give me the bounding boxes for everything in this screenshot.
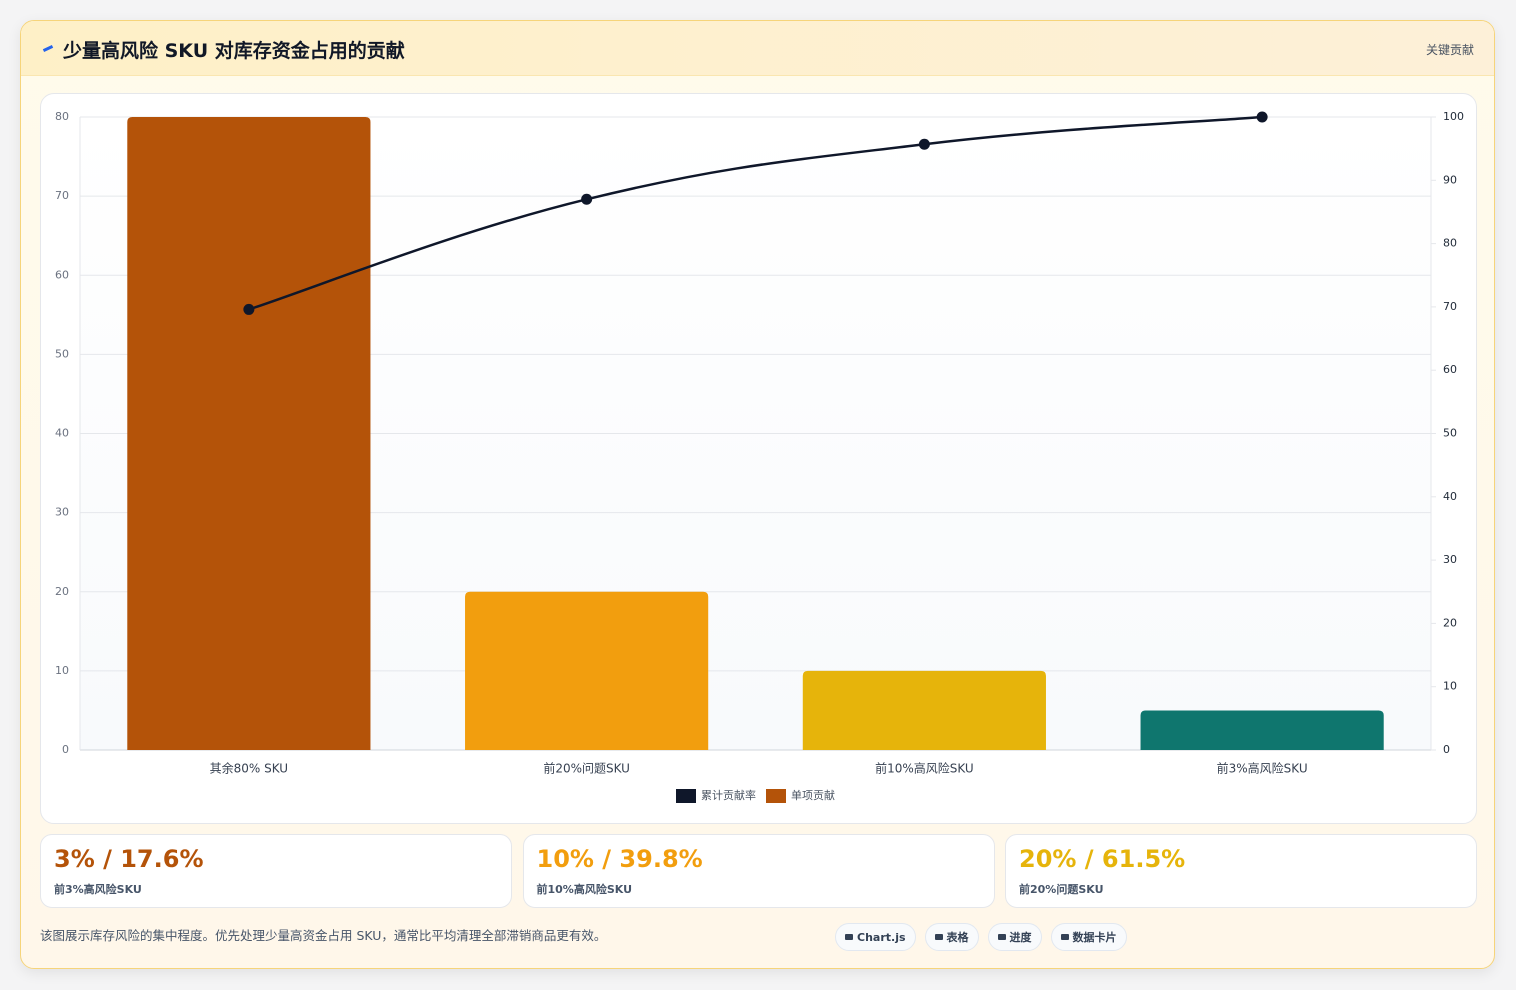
y2-tick-label: 60: [1443, 363, 1457, 376]
button-label: 进度: [1009, 931, 1032, 944]
bar: [465, 591, 709, 750]
stat-label: 前3%高风险SKU: [54, 883, 142, 896]
view-buttons: Chart.js 表格 进度 数据卡片: [835, 923, 1127, 951]
y-tick-label: 40: [55, 427, 69, 440]
x-tick-label: 其余80% SKU: [210, 761, 288, 776]
y2-tick-label: 0: [1443, 743, 1450, 756]
legend-item: 单项贡献: [766, 788, 835, 803]
legend-swatch: [676, 789, 696, 803]
legend: 累计贡献率 单项贡献: [676, 788, 835, 803]
bar: [127, 117, 371, 750]
x-tick-label: 前10%高风险SKU: [875, 761, 974, 776]
line: [248, 115, 1263, 311]
badge: 关键贡献: [1425, 43, 1474, 57]
y-tick-label: 0: [62, 743, 69, 756]
x-tick-label: 前20%问题SKU: [543, 761, 630, 776]
button-label: 数据卡片: [1072, 931, 1117, 944]
y-tick-label: 20: [55, 585, 69, 598]
footer-note: 该图展示库存风险的集中程度。优先处理少量高资金占用 SKU，通常比平均清理全部滞…: [40, 928, 607, 943]
stat-card: 20% / 61.5% 前20%问题SKU: [1005, 834, 1477, 908]
view-button[interactable]: Chart.js: [835, 923, 916, 951]
stat-value: 3% / 17.6%: [54, 845, 204, 873]
legend-swatch: [766, 789, 786, 803]
y-tick-label: 50: [55, 347, 69, 360]
y-tick-label: 10: [55, 664, 69, 677]
y2-tick-label: 90: [1443, 173, 1457, 186]
header-icon: [42, 45, 54, 52]
stat-label: 前20%问题SKU: [1019, 883, 1104, 896]
button-icon: [845, 934, 853, 940]
y-tick-label: 70: [55, 189, 69, 202]
y2-tick-label: 80: [1443, 237, 1457, 250]
y2-tick-label: 40: [1443, 490, 1457, 503]
y2-tick-label: 100: [1443, 110, 1464, 123]
stat-card: 10% / 39.8% 前10%高风险SKU: [522, 834, 995, 908]
legend-item: 累计贡献率: [676, 788, 756, 803]
stat-value: 20% / 61.5%: [1019, 845, 1186, 873]
y2-tick-label: 30: [1443, 553, 1457, 566]
legend-label: 累计贡献率: [701, 788, 756, 802]
y2-tick-label: 50: [1443, 427, 1457, 440]
y-tick-label: 30: [55, 506, 69, 519]
button-icon: [1060, 934, 1069, 940]
button-label: 表格: [946, 931, 969, 944]
stat-label: 前10%高风险SKU: [536, 883, 633, 896]
y-tick-label: 60: [55, 268, 69, 281]
line-point: [918, 138, 930, 150]
chart-panel: 0 10 20 30 40 50 60 70 80 0 10 20 30 40 50 60 70 80 90 100 其…: [40, 93, 1477, 824]
chart: 0 10 20 30 40 50 60 70 80 0 10 20 30 40 50 60 70 80 90 100 其…: [55, 110, 1464, 803]
y-tick-label: 80: [55, 110, 69, 123]
button-label: Chart.js: [857, 930, 906, 944]
view-button[interactable]: 进度: [987, 923, 1042, 951]
view-button[interactable]: 数据卡片: [1050, 923, 1127, 951]
dashboard-card: 少量高风险 SKU 对库存资金占用的贡献 关键贡献 0 10 20 30 40 50 60 7…: [20, 20, 1495, 969]
line-point: [581, 193, 593, 205]
line-point: [243, 303, 255, 315]
bar: [802, 670, 1046, 750]
button-icon: [997, 934, 1006, 940]
stat-card: 3% / 17.6% 前3%高风险SKU: [40, 834, 512, 908]
line-point: [1256, 111, 1268, 123]
button-icon: [934, 934, 943, 940]
view-button[interactable]: 表格: [924, 923, 979, 951]
y2-tick-label: 10: [1443, 680, 1457, 693]
card-header: 少量高风险 SKU 对库存资金占用的贡献 关键贡献: [21, 21, 1494, 76]
stat-value: 10% / 39.8%: [536, 845, 703, 873]
y2-tick-label: 20: [1443, 616, 1457, 629]
bar: [1140, 710, 1384, 750]
card-title: 少量高风险 SKU 对库存资金占用的贡献: [63, 40, 405, 62]
x-tick-label: 前3%高风险SKU: [1217, 761, 1308, 776]
y2-tick-label: 70: [1443, 300, 1457, 313]
legend-label: 单项贡献: [791, 788, 835, 802]
